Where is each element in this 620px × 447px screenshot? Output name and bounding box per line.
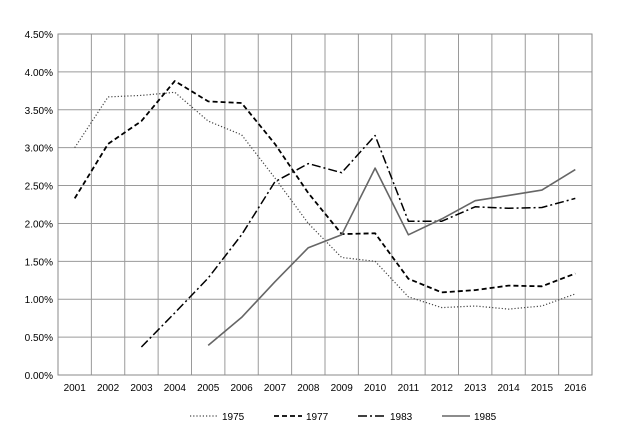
x-tick-label: 2015 [531,383,554,394]
x-tick-label: 2007 [264,383,287,394]
plot-frame [57,33,593,376]
x-tick-label: 2010 [364,383,387,394]
x-tick-label: 2011 [398,383,420,394]
y-tick-label: 3.50% [25,106,53,117]
y-tick-label: 2.00% [25,219,53,230]
y-axis-tick-labels: 0.00% 0.50% 1.00% 1.50% 2.00% 2.50% 3.00% 3.50%… [25,30,53,382]
y-tick-label: 3.00% [25,144,53,155]
series-line-1983 [140,134,576,348]
x-tick-label: 2016 [564,383,587,394]
series-line-1977 [73,80,576,294]
y-tick-label: 0.50% [25,333,53,344]
y-tick-label: 4.00% [25,68,53,79]
x-axis-tick-labels: 2001 2002 2003 2004 2005 2006 2007 2008 2009 2010… [64,383,587,394]
x-tick-label: 2005 [197,383,220,394]
x-tick-label: 2001 [64,383,87,394]
legend-label-1977: 1977 [306,412,329,423]
x-tick-label: 2006 [230,383,253,394]
x-tick-label: 2013 [464,383,487,394]
x-tick-label: 2008 [297,383,320,394]
x-tick-label: 2009 [331,383,354,394]
y-tick-label: 0.00% [25,371,53,382]
y-tick-label: 2.50% [25,182,53,193]
legend: 1975 1977 1983 1985 [190,412,497,423]
series-lines [73,80,576,348]
legend-label-1985: 1985 [474,412,497,423]
y-tick-label: 1.50% [25,257,53,268]
x-tick-label: 2012 [431,383,454,394]
y-tick-label: 4.50% [25,30,53,41]
x-tick-label: 2002 [97,383,120,394]
legend-label-1975: 1975 [222,412,245,423]
y-tick-label: 1.00% [25,295,53,306]
x-tick-label: 2014 [497,383,520,394]
legend-label-1983: 1983 [390,412,413,423]
x-tick-label: 2004 [164,383,187,394]
series-line-1985 [207,167,576,347]
x-tick-label: 2003 [130,383,153,394]
